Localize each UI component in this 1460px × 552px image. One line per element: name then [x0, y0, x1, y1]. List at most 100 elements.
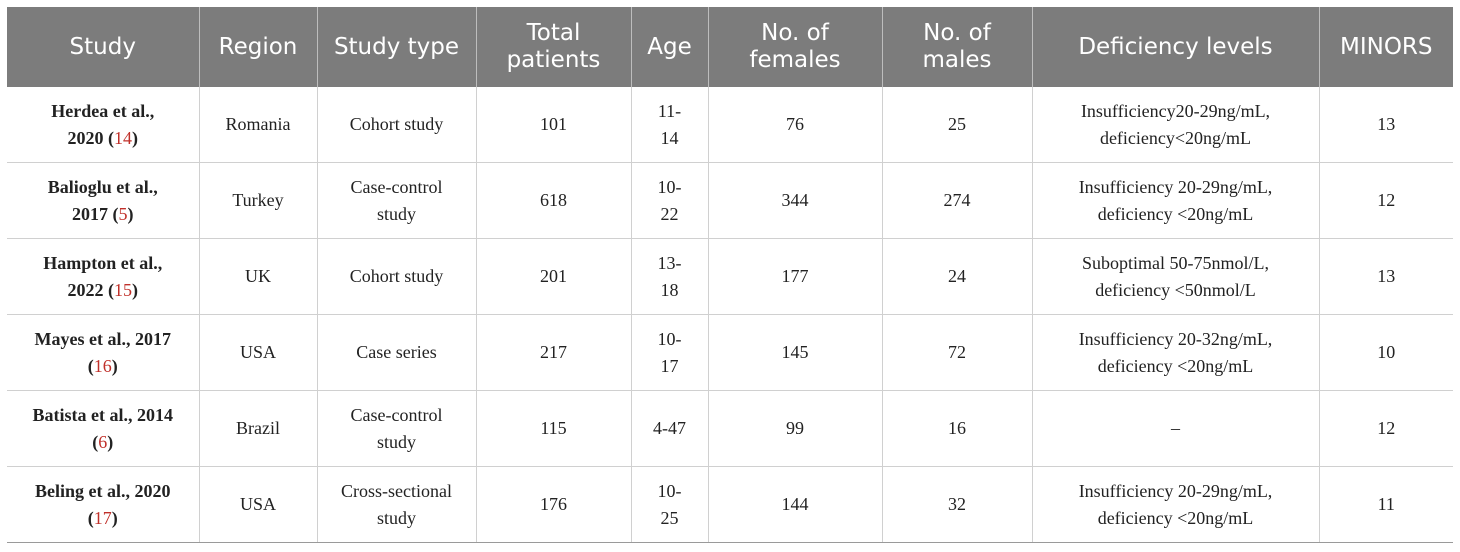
study-year-text: 2017 ( — [72, 203, 119, 224]
reference-link[interactable]: 17 — [93, 507, 112, 528]
table-body: Herdea et al., 2020 (14) Romania Cohort … — [7, 87, 1453, 543]
header-males-line2: males — [922, 47, 992, 73]
study-year-line: 2017 (5) — [13, 201, 193, 228]
cell-minors: 12 — [1319, 390, 1453, 467]
cell-age: 10- 17 — [631, 314, 709, 391]
study-year-text: 2022 ( — [67, 279, 115, 300]
study-type-line1: Cross-sectional — [341, 480, 452, 501]
study-type-line1: Case series — [356, 342, 437, 362]
deficiency-line1: – — [1171, 418, 1180, 438]
cell-females: 145 — [708, 314, 883, 391]
header-region: Region — [199, 7, 318, 87]
header-row: Study Region Study type Total patients A… — [7, 7, 1453, 87]
study-year-text: 2020 ( — [67, 127, 115, 148]
cell-males: 16 — [882, 390, 1033, 467]
cell-males: 274 — [882, 162, 1033, 239]
reference-link[interactable]: 5 — [118, 203, 128, 224]
cell-study: Batista et al., 2014 (6) — [7, 390, 200, 467]
cell-region: USA — [199, 466, 318, 543]
deficiency-line1: Insufficiency 20-29ng/mL, — [1078, 480, 1273, 501]
cell-deficiency-levels: – — [1032, 390, 1320, 467]
cell-females: 99 — [708, 390, 883, 467]
study-year-text: ( — [87, 507, 94, 528]
cell-males: 32 — [882, 466, 1033, 543]
table-header: Study Region Study type Total patients A… — [7, 7, 1453, 87]
table-row: Balioglu et al., 2017 (5) Turkey Case-co… — [7, 162, 1453, 239]
study-type-line2: study — [376, 203, 416, 224]
header-deficiency-levels: Deficiency levels — [1032, 7, 1320, 87]
study-year-line: (6) — [13, 429, 193, 456]
table-row: Beling et al., 2020 (17) USA Cross-secti… — [7, 466, 1453, 543]
reference-link[interactable]: 6 — [98, 431, 108, 452]
table-row: Herdea et al., 2020 (14) Romania Cohort … — [7, 87, 1453, 163]
deficiency-line2: deficiency <20ng/mL — [1097, 507, 1254, 528]
reference-link[interactable]: 14 — [114, 127, 132, 148]
cell-study-type: Case-control study — [317, 162, 477, 239]
study-author-line: Batista et al., 2014 — [32, 404, 173, 425]
cell-total-patients: 217 — [476, 314, 632, 391]
table-row: Batista et al., 2014 (6) Brazil Case-con… — [7, 390, 1453, 467]
cell-males: 24 — [882, 238, 1033, 315]
cell-total-patients: 176 — [476, 466, 632, 543]
cell-region: Brazil — [199, 390, 318, 467]
cell-males: 25 — [882, 87, 1033, 163]
table-row: Mayes et al., 2017 (16) USA Case series … — [7, 314, 1453, 391]
study-type-line1: Cohort study — [349, 114, 444, 134]
age-line2: 22 — [660, 203, 679, 224]
cell-region: Turkey — [199, 162, 318, 239]
reference-link[interactable]: 15 — [114, 279, 132, 300]
cell-total-patients: 201 — [476, 238, 632, 315]
age-line1: 10- — [657, 176, 682, 197]
header-females-line2: females — [749, 47, 841, 73]
deficiency-line2: deficiency <20ng/mL — [1097, 355, 1254, 376]
header-study-type: Study type — [317, 7, 477, 87]
cell-study: Mayes et al., 2017 (16) — [7, 314, 200, 391]
study-ref-close: ) — [107, 431, 114, 452]
deficiency-line2: deficiency <50nmol/L — [1095, 279, 1256, 300]
cell-study-type: Cross-sectional study — [317, 466, 477, 543]
age-line2: 25 — [660, 507, 679, 528]
age-line1: 13- — [657, 252, 682, 273]
study-author-line: Mayes et al., 2017 — [34, 328, 171, 349]
cell-total-patients: 618 — [476, 162, 632, 239]
deficiency-line1: Suboptimal 50-75nmol/L, — [1082, 252, 1269, 273]
cell-deficiency-levels: Insufficiency 20-32ng/mL, deficiency <20… — [1032, 314, 1320, 391]
age-line2: 18 — [660, 279, 679, 300]
cell-age: 4-47 — [631, 390, 709, 467]
study-author-line: Beling et al., 2020 — [35, 480, 171, 501]
cell-study-type: Cohort study — [317, 87, 477, 163]
age-line2: 14 — [660, 127, 679, 148]
age-line1: 10- — [657, 480, 682, 501]
cell-deficiency-levels: Insufficiency 20-29ng/mL, deficiency <20… — [1032, 466, 1320, 543]
cell-study: Hampton et al., 2022 (15) — [7, 238, 200, 315]
study-author-line: Hampton et al., — [43, 252, 163, 273]
study-type-line1: Cohort study — [349, 266, 444, 286]
reference-link[interactable]: 16 — [93, 355, 112, 376]
study-ref-close: ) — [132, 279, 138, 300]
cell-deficiency-levels: Suboptimal 50-75nmol/L, deficiency <50nm… — [1032, 238, 1320, 315]
deficiency-line2: deficiency<20ng/mL — [1099, 127, 1252, 148]
study-year-line: (17) — [13, 505, 193, 532]
study-author-line: Herdea et al., — [51, 100, 155, 121]
cell-study: Beling et al., 2020 (17) — [7, 466, 200, 543]
cell-age: 10- 22 — [631, 162, 709, 239]
header-total-patients-line1: Total — [526, 20, 581, 46]
cell-females: 144 — [708, 466, 883, 543]
study-author-line: Balioglu et al., — [47, 176, 158, 197]
study-year-text: ( — [87, 355, 94, 376]
cell-deficiency-levels: Insufficiency20-29ng/mL, deficiency<20ng… — [1032, 87, 1320, 163]
cell-region: Romania — [199, 87, 318, 163]
cell-study-type: Case series — [317, 314, 477, 391]
header-females: No. of females — [708, 7, 883, 87]
age-line2: 17 — [660, 355, 679, 376]
header-study: Study — [7, 7, 200, 87]
header-age: Age — [631, 7, 709, 87]
cell-minors: 10 — [1319, 314, 1453, 391]
header-minors: MINORS — [1319, 7, 1453, 87]
deficiency-line1: Insufficiency 20-29ng/mL, — [1078, 176, 1273, 197]
age-line1: 11- — [657, 100, 682, 121]
header-total-patients: Total patients — [476, 7, 632, 87]
cell-females: 177 — [708, 238, 883, 315]
cell-study: Herdea et al., 2020 (14) — [7, 87, 200, 163]
header-males-line1: No. of — [923, 20, 991, 46]
